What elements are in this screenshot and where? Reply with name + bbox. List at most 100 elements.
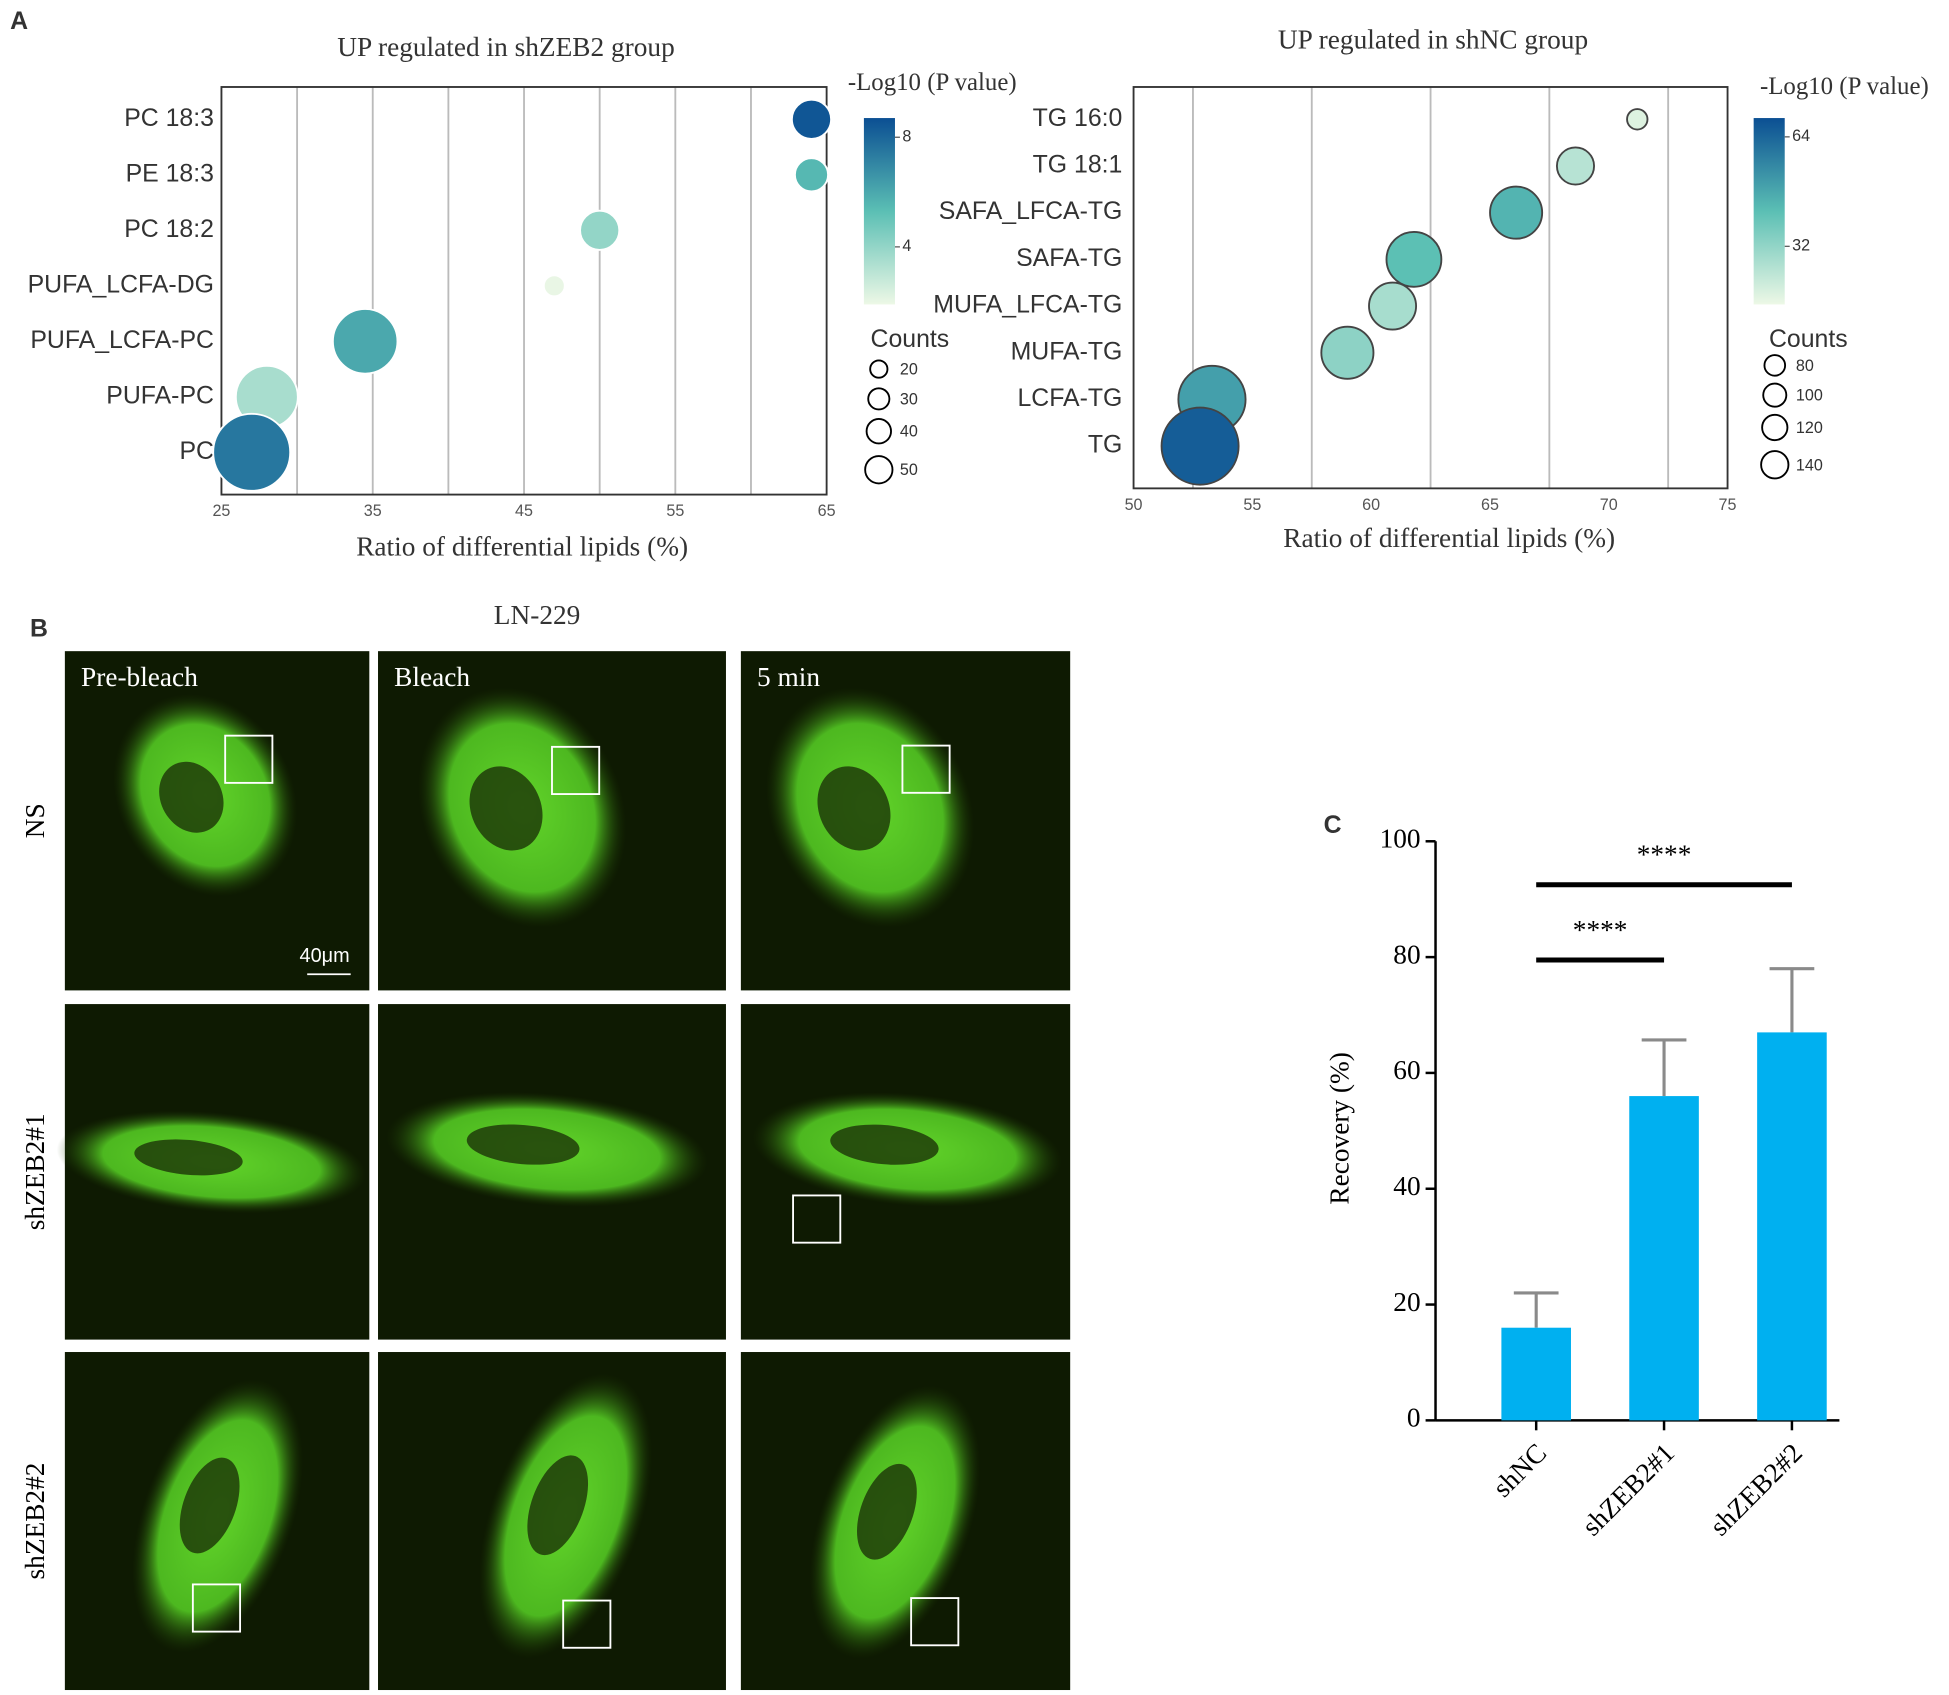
column-label: 5 min xyxy=(757,662,820,692)
bubble xyxy=(1368,281,1418,331)
plot-frame xyxy=(220,86,828,496)
panel-title: LN-229 xyxy=(494,600,581,630)
bleach-roi xyxy=(792,1194,842,1244)
size-legend-circle xyxy=(1760,450,1790,480)
nucleus xyxy=(817,766,891,851)
chart-title: UP regulated in shNC group xyxy=(1278,25,1588,55)
size-legend-circle xyxy=(1761,413,1789,442)
y-tick-label: PUFA-PC xyxy=(106,382,214,409)
bubble xyxy=(579,209,621,251)
colorbar-tick-label: 32 xyxy=(1792,237,1810,255)
legend-title: Counts xyxy=(871,326,950,353)
nucleus xyxy=(830,1124,939,1165)
size-legend-label: 50 xyxy=(900,461,918,479)
significance-label: **** xyxy=(1573,915,1628,945)
size-legend-label: 20 xyxy=(900,361,918,379)
bubble xyxy=(1320,325,1375,380)
bubble xyxy=(1489,185,1544,240)
y-tick-label: 100 xyxy=(1380,824,1421,854)
bubble xyxy=(331,308,399,375)
y-axis-title: Recovery (%) xyxy=(1325,1052,1355,1205)
size-legend-label: 120 xyxy=(1796,419,1823,437)
bleach-roi xyxy=(224,734,274,784)
x-tick-label: 55 xyxy=(1243,496,1261,514)
x-tick-label: 75 xyxy=(1719,496,1737,514)
bubble xyxy=(212,412,292,492)
y-tick-label: PUFA_LCFA-PC xyxy=(30,327,214,354)
x-tick-label: 45 xyxy=(515,502,533,520)
y-tick-label: SAFA-TG xyxy=(1016,245,1122,272)
bubble xyxy=(1626,108,1649,131)
plot-frame xyxy=(1132,86,1729,490)
x-tick-label: 65 xyxy=(818,502,836,520)
panel-label: B xyxy=(30,616,48,643)
size-legend-label: 30 xyxy=(900,390,918,408)
x-tick-label: 35 xyxy=(364,502,382,520)
y-tick-label: LCFA-TG xyxy=(1017,385,1122,412)
colorbar-tick-label: 8 xyxy=(902,128,911,146)
x-tick-label: 25 xyxy=(212,502,230,520)
x-tick-label: 55 xyxy=(666,502,684,520)
size-legend-circle xyxy=(1762,382,1788,408)
y-tick-label: TG 16:0 xyxy=(1033,105,1123,132)
x-axis-title: Ratio of differential lipids (%) xyxy=(356,532,688,562)
x-tick-label: 50 xyxy=(1125,496,1143,514)
bleach-roi xyxy=(551,745,601,795)
bleach-roi xyxy=(910,1597,960,1647)
y-tick-label: PC 18:2 xyxy=(124,216,214,243)
column-label: Bleach xyxy=(394,662,470,692)
bar xyxy=(1757,1032,1827,1421)
y-tick-label: 40 xyxy=(1393,1171,1420,1201)
y-tick-label: PUFA_LCFA-DG xyxy=(28,271,214,298)
y-tick-label: TG xyxy=(1088,432,1122,459)
row-label: shZEB2#1 xyxy=(20,1113,50,1230)
y-tick-label: MUFA_LFCA-TG xyxy=(933,292,1122,319)
legend-title: Counts xyxy=(1769,326,1848,353)
column-label: Pre-bleach xyxy=(81,662,198,692)
nucleus xyxy=(469,766,543,851)
size-legend-label: 40 xyxy=(900,423,918,441)
y-tick-label: 80 xyxy=(1393,939,1420,969)
row-label: shZEB2#2 xyxy=(20,1463,50,1580)
significance-label: **** xyxy=(1637,840,1692,870)
scale-bar-label: 40μm xyxy=(300,945,350,967)
bleach-roi xyxy=(562,1599,612,1649)
bubble xyxy=(1385,230,1443,288)
bleach-roi xyxy=(191,1583,242,1633)
x-tick-label: 60 xyxy=(1362,496,1380,514)
legend-title: -Log10 (P value) xyxy=(1760,73,1929,100)
legend-title: -Log10 (P value) xyxy=(848,69,1017,96)
size-legend-label: 80 xyxy=(1796,357,1814,375)
y-tick-label: 60 xyxy=(1393,1055,1420,1085)
x-tick-label: shZEB2#2 xyxy=(1704,1438,1808,1542)
colorbar xyxy=(863,118,895,305)
row-label: NS xyxy=(20,803,50,838)
nucleus xyxy=(466,1124,580,1165)
panel-label: C xyxy=(1324,812,1342,839)
size-legend-label: 100 xyxy=(1796,387,1823,405)
bubble xyxy=(1555,146,1595,186)
microscopy-grid: Pre-bleach Bleach 5 min NS shZEB2#1 shZEB2#2 4… xyxy=(20,651,1071,1691)
y-tick-label: PC xyxy=(179,438,214,465)
x-axis-title: Ratio of differential lipids (%) xyxy=(1283,523,1615,553)
y-tick-label: PC 18:3 xyxy=(124,105,214,132)
bubble xyxy=(542,274,566,298)
bleach-roi xyxy=(901,744,951,794)
nucleus xyxy=(134,1139,243,1176)
x-tick-label: 70 xyxy=(1600,496,1618,514)
size-legend-circle xyxy=(1763,354,1787,377)
y-tick-label: 0 xyxy=(1407,1403,1421,1433)
y-tick-label: TG 18:1 xyxy=(1033,152,1123,179)
y-tick-label: PE 18:3 xyxy=(126,160,214,187)
x-tick-label: shNC xyxy=(1487,1438,1552,1503)
bar xyxy=(1501,1327,1571,1421)
colorbar-tick-label: 4 xyxy=(902,237,911,255)
y-tick-label: MUFA-TG xyxy=(1011,338,1123,365)
nucleus xyxy=(857,1463,917,1560)
size-legend-label: 140 xyxy=(1796,456,1823,474)
size-legend-circle xyxy=(869,359,889,379)
y-tick-label: 20 xyxy=(1393,1287,1420,1317)
bar xyxy=(1629,1096,1699,1421)
x-tick-label: 65 xyxy=(1481,496,1499,514)
